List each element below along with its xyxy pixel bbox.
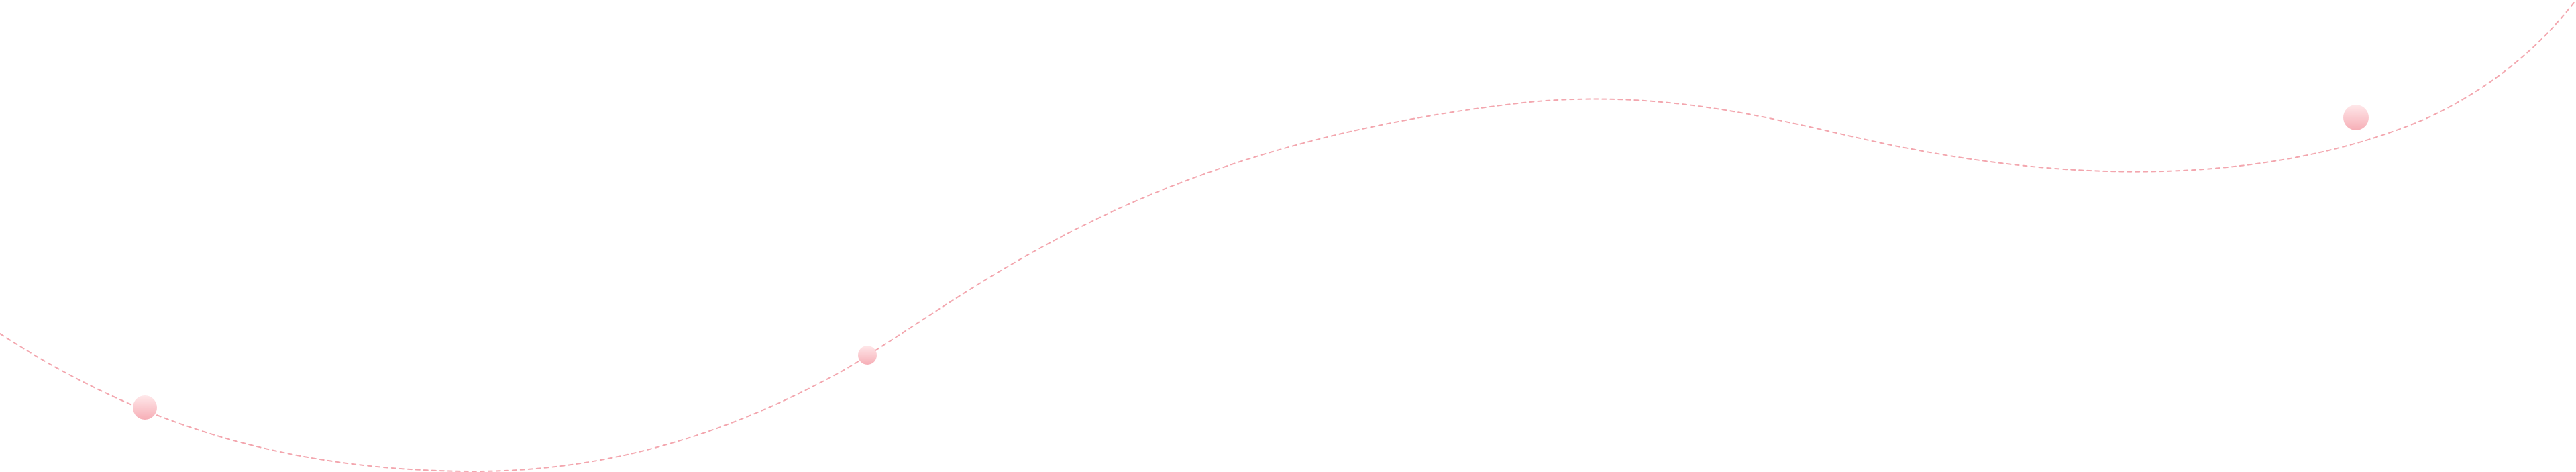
wave-dot-2 bbox=[858, 346, 877, 365]
wave-dot-3 bbox=[2343, 105, 2369, 130]
wave-dot-1 bbox=[133, 395, 157, 420]
